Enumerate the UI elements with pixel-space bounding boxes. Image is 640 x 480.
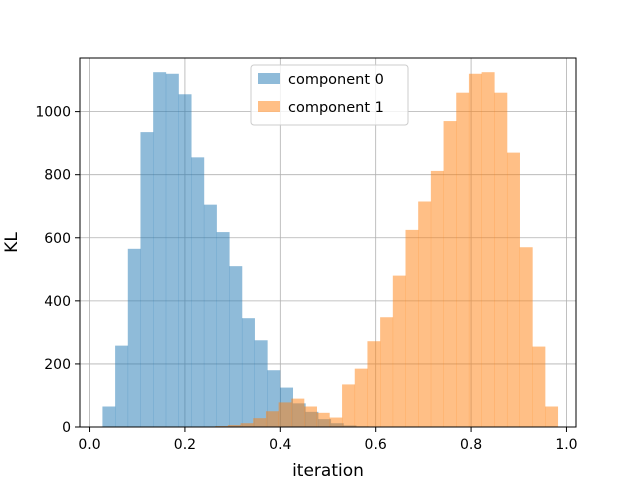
bar-component-0-bin-4 (153, 72, 167, 427)
bar-component-1-bin-1 (227, 425, 241, 427)
bar-component-1-bin-24 (519, 247, 533, 427)
bar-component-1-bin-5 (278, 402, 292, 427)
bar-component-1-bin-23 (506, 152, 520, 427)
bar-component-1-bin-15 (405, 229, 419, 427)
bar-component-1-bin-14 (392, 275, 406, 427)
bar-component-0-bin-7 (191, 157, 205, 427)
bar-component-1-bin-22 (494, 92, 508, 427)
bar-component-0-bin-1 (115, 345, 129, 427)
bar-component-1-bin-8 (316, 412, 330, 427)
bar-component-1-bin-9 (329, 417, 343, 427)
x-tick-label-1: 0.2 (174, 437, 196, 453)
bar-component-1-bin-18 (443, 121, 457, 428)
bar-component-1-bin-16 (418, 201, 432, 427)
bar-component-1-bin-10 (342, 384, 356, 427)
legend-box (250, 64, 409, 126)
bars-layer (102, 72, 559, 428)
legend: component 0 component 1 (250, 64, 409, 126)
bar-component-1-bin-26 (545, 406, 559, 427)
bar-component-0-bin-12 (254, 340, 268, 427)
legend-label-component-1: component 1 (288, 100, 384, 116)
y-tick-label-3: 600 (44, 231, 71, 247)
bar-component-0-bin-8 (203, 204, 217, 427)
bar-component-1-bin-17 (430, 170, 444, 427)
x-tick-label-3: 0.6 (365, 437, 387, 453)
bar-component-0-bin-9 (216, 232, 230, 427)
bar-component-1-bin-13 (380, 317, 394, 427)
legend-label-component-0: component 0 (288, 72, 384, 88)
bar-component-0-bin-5 (165, 73, 179, 428)
bar-component-0-bin-2 (127, 248, 141, 427)
bar-component-1-bin-3 (253, 418, 267, 427)
bar-component-1-bin-11 (354, 368, 368, 427)
bar-component-1-bin-7 (304, 406, 317, 427)
bar-component-0-bin-11 (241, 318, 255, 427)
y-tick-label-5: 1000 (35, 105, 71, 121)
y-tick-label-2: 400 (44, 294, 71, 310)
bar-component-1-bin-6 (291, 398, 305, 427)
legend-swatch-component-1 (258, 101, 280, 112)
axis-ticks: 0.0 0.2 0.4 0.6 0.8 1.0 0 200 400 600 800 1000 (35, 105, 577, 453)
x-tick-label-5: 1.0 (555, 437, 577, 453)
y-tick-label-4: 800 (44, 168, 71, 184)
bar-component-1-bin-21 (481, 72, 495, 427)
bar-component-0-bin-10 (229, 266, 243, 427)
plot-frame (79, 57, 577, 428)
bar-component-1-bin-2 (240, 423, 254, 427)
x-tick-label-4: 0.8 (460, 437, 482, 453)
legend-swatch-component-0 (258, 73, 280, 84)
bar-component-1-bin-12 (367, 341, 381, 427)
x-tick-label-2: 0.4 (269, 437, 291, 453)
bar-component-0-bin-3 (140, 132, 154, 427)
y-axis-label: KL (2, 232, 22, 253)
bar-component-1-bin-20 (468, 73, 482, 428)
bar-component-1-bin-25 (532, 346, 546, 427)
y-tick-label-1: 200 (44, 357, 71, 373)
bar-component-1-bin-19 (456, 92, 470, 427)
y-tick-label-0: 0 (62, 420, 71, 436)
x-axis-label: iteration (292, 461, 364, 480)
bar-component-1-bin-4 (265, 411, 279, 427)
x-tick-label-0: 0.0 (78, 437, 100, 453)
bar-component-0-bin-6 (178, 94, 192, 428)
bar-component-0-bin-0 (102, 406, 116, 427)
